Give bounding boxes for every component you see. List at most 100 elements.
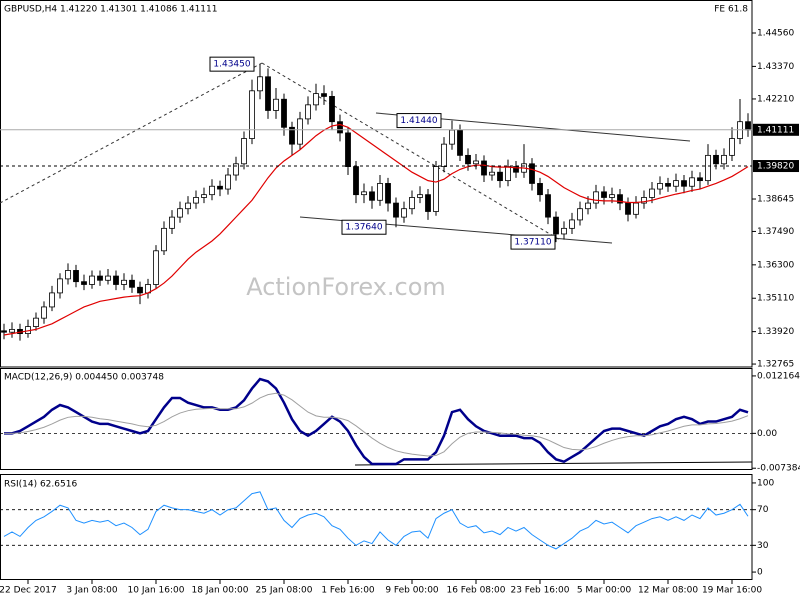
candle-body: [217, 185, 223, 190]
x-tick-label: 23 Feb 16:00: [510, 586, 569, 596]
candle-body: [561, 227, 567, 235]
candle-body: [305, 104, 311, 120]
x-tick-label: 10 Jan 16:00: [128, 586, 185, 596]
candle-body: [241, 138, 247, 165]
candle-body: [457, 129, 463, 156]
candle-body: [65, 270, 71, 280]
candle-body: [473, 160, 479, 165]
y-tick-label: 0.012164: [757, 371, 800, 381]
y-tick-label: 1.42210: [757, 94, 794, 104]
x-tick-label: 9 Feb 00:00: [385, 586, 439, 596]
candle-body: [433, 166, 439, 212]
y-tick-label: 1.43370: [757, 62, 794, 72]
x-tick-label: 19 Mar 16:00: [702, 586, 762, 596]
candle-body: [1, 330, 7, 333]
annotation-box: [396, 113, 442, 129]
candle-body: [161, 227, 167, 252]
annotation-box: [341, 219, 387, 235]
candle-body: [553, 216, 559, 235]
trend-line: [0, 62, 263, 204]
annotation-label: 1.43450: [213, 60, 250, 70]
candle-body: [121, 279, 127, 285]
y-tick-label: 0: [757, 568, 763, 578]
x-tick-label: 16 Feb 08:00: [446, 586, 505, 596]
candle-body: [97, 275, 103, 281]
candle-body: [321, 93, 327, 97]
candle-body: [409, 197, 415, 210]
annotation-label: 1.37110: [514, 238, 551, 248]
y-tick-label: 1.37490: [757, 227, 794, 237]
candle-body: [249, 90, 255, 139]
candle-body: [281, 98, 287, 128]
watermark: ActionForex.com: [246, 273, 446, 301]
y-tick-label: 0.00: [757, 429, 777, 439]
y-tick-label: -0.007384: [757, 464, 800, 474]
candle-body: [137, 286, 143, 294]
candle-body: [537, 183, 543, 196]
candle-body: [513, 166, 519, 173]
candle-body: [697, 177, 703, 182]
candle-body: [601, 191, 607, 198]
y-tick-label: 70: [757, 505, 769, 515]
candle-body: [593, 191, 599, 204]
candle-body: [313, 93, 319, 106]
candle-body: [641, 197, 647, 204]
y-tick-label: 1.32765: [757, 360, 794, 370]
y-tick-label: 1.36300: [757, 260, 794, 270]
candle-body: [273, 98, 279, 111]
annotation-box: [510, 234, 556, 250]
x-tick-label: 12 Mar 08:00: [638, 586, 698, 596]
candle-body: [505, 166, 511, 182]
candle-body: [441, 143, 447, 167]
candle-body: [193, 197, 199, 204]
candle-body: [201, 194, 207, 198]
candle-body: [209, 185, 215, 196]
candle-body: [657, 183, 663, 190]
chart-title: GBPUSD,H4 1.41220 1.41301 1.41086 1.4111…: [4, 5, 217, 15]
candle-body: [361, 191, 367, 196]
candle-body: [329, 96, 335, 123]
candle-body: [417, 194, 423, 198]
price-label: 1.39820: [757, 162, 794, 172]
candle-body: [89, 275, 95, 285]
candle-body: [481, 160, 487, 176]
price-label-box: [753, 123, 799, 136]
candle-body: [257, 76, 263, 92]
candle-body: [449, 129, 455, 145]
indicator-line: [4, 392, 749, 457]
candle-body: [41, 306, 47, 319]
trend-line: [261, 62, 561, 241]
candle-body: [625, 202, 631, 215]
candle-body: [113, 275, 119, 285]
candle-body: [729, 138, 735, 156]
candle-body: [745, 121, 751, 131]
x-tick-label: 25 Jan 08:00: [256, 586, 313, 596]
candle-body: [585, 202, 591, 210]
candle-body: [9, 328, 15, 333]
candle-body: [385, 183, 391, 204]
candle-body: [545, 194, 551, 218]
x-tick-label: 3 Jan 08:00: [66, 586, 118, 596]
indicator-line: [4, 377, 749, 466]
candle-body: [57, 278, 63, 294]
candle-body: [665, 183, 671, 187]
candle-body: [169, 216, 175, 229]
price-label: 1.41111: [757, 125, 794, 135]
y-tick-label: 1.38645: [757, 195, 794, 205]
candle-body: [177, 208, 183, 218]
main-panel-frame: [0, 0, 753, 368]
candle-body: [617, 194, 623, 204]
candle-body: [649, 188, 655, 198]
candle-body: [633, 202, 639, 215]
candle-body: [609, 194, 615, 198]
candle-body: [369, 191, 375, 201]
candle-body: [401, 208, 407, 218]
candle-body: [689, 177, 695, 187]
candle-body: [705, 154, 711, 182]
candle-body: [297, 118, 303, 145]
price-label-box: [753, 160, 799, 173]
candle-body: [721, 154, 727, 165]
candle-body: [489, 171, 495, 176]
